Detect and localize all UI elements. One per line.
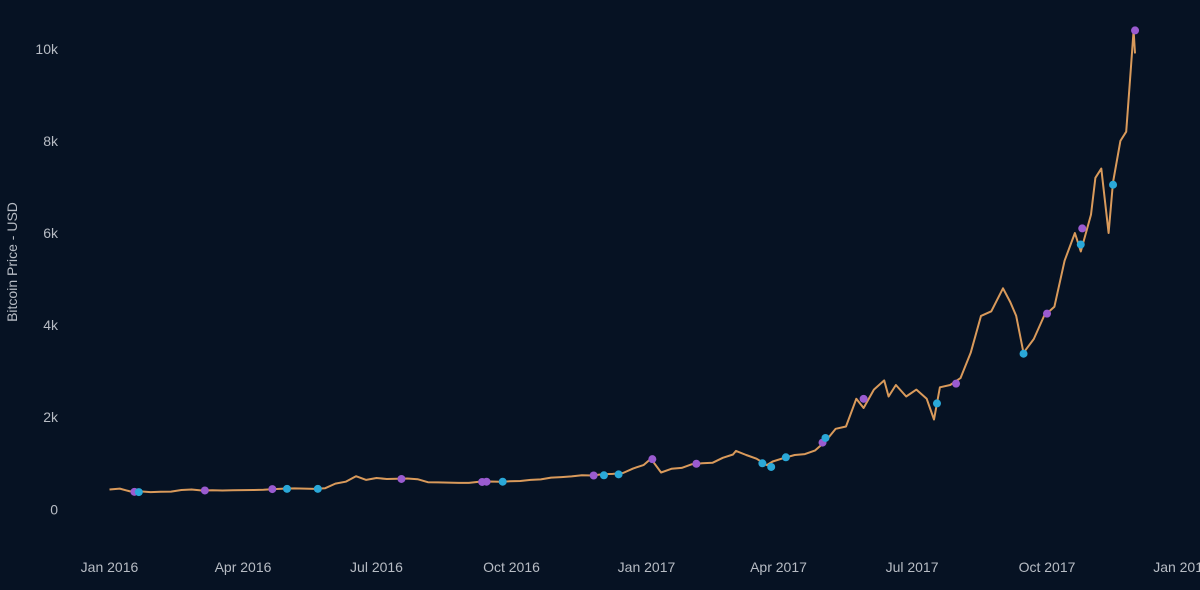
blue-event-marker[interactable] [134, 488, 143, 497]
purple-event-marker[interactable] [1078, 224, 1087, 233]
x-tick-label: Oct 2016 [483, 559, 540, 575]
purple-event-marker[interactable] [692, 459, 701, 468]
y-axis-title: Bitcoin Price - USD [4, 202, 20, 322]
blue-event-marker[interactable] [821, 433, 830, 442]
blue-event-marker[interactable] [781, 453, 790, 462]
y-tick-label: 10k [35, 41, 59, 57]
y-tick-label: 6k [43, 225, 59, 241]
blue-event-marker[interactable] [1076, 240, 1085, 249]
y-tick-label: 8k [43, 133, 59, 149]
x-tick-label: Oct 2017 [1019, 559, 1076, 575]
purple-event-marker[interactable] [268, 485, 277, 494]
blue-event-marker[interactable] [313, 484, 322, 493]
blue-event-marker[interactable] [758, 459, 767, 468]
blue-event-marker[interactable] [614, 470, 623, 479]
blue-event-marker[interactable] [1109, 180, 1118, 189]
blue-event-marker[interactable] [599, 471, 608, 480]
blue-event-marker[interactable] [767, 462, 776, 471]
blue-event-marker[interactable] [932, 399, 941, 408]
x-tick-label: Jul 2017 [886, 559, 939, 575]
blue-event-marker[interactable] [283, 484, 292, 493]
x-tick-label: Jan 2018 [1153, 559, 1200, 575]
purple-event-marker[interactable] [397, 474, 406, 483]
x-tick-label: Apr 2016 [215, 559, 272, 575]
blue-event-marker[interactable] [1019, 349, 1028, 358]
purple-event-marker[interactable] [648, 455, 657, 464]
purple-event-marker[interactable] [1043, 309, 1052, 318]
purple-event-marker[interactable] [200, 486, 209, 495]
blue-event-marker[interactable] [498, 477, 507, 486]
y-axis-ticks: 0 2k 4k 6k 8k 10k [35, 41, 59, 518]
purple-event-marker[interactable] [952, 379, 961, 388]
y-tick-label: 4k [43, 317, 59, 333]
x-tick-label: Jul 2016 [350, 559, 403, 575]
marker-layer [130, 26, 1140, 497]
purple-event-marker[interactable] [859, 394, 868, 403]
x-tick-label: Apr 2017 [750, 559, 807, 575]
x-axis-ticks: Jan 2016 Apr 2016 Jul 2016 Oct 2016 Jan 2017… [81, 559, 1200, 575]
y-tick-label: 0 [50, 501, 58, 517]
purple-event-marker[interactable] [482, 477, 491, 486]
purple-event-marker[interactable] [589, 471, 598, 480]
price-series-line [109, 29, 1136, 494]
x-tick-label: Jan 2017 [618, 559, 676, 575]
x-tick-label: Jan 2016 [81, 559, 139, 575]
series-layer [109, 29, 1136, 494]
y-tick-label: 2k [43, 409, 59, 425]
purple-event-marker[interactable] [1131, 26, 1140, 35]
